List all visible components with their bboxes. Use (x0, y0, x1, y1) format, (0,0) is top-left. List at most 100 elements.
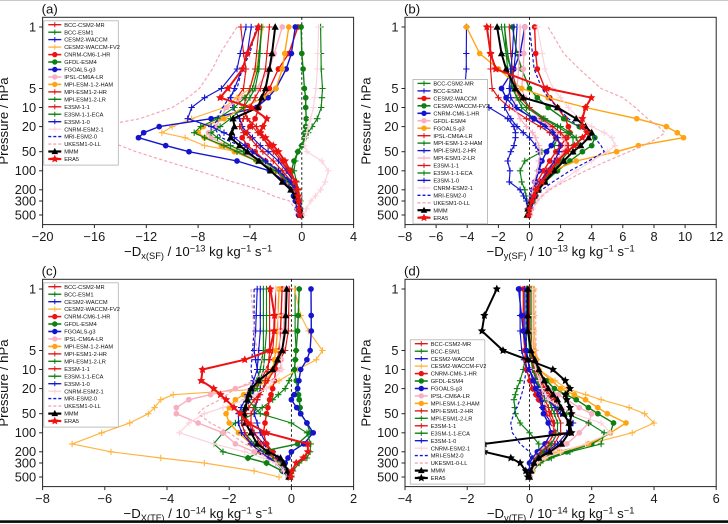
svg-text:E3SM-1-1: E3SM-1-1 (431, 424, 457, 430)
svg-text:Pressure / hPa: Pressure / hPa (359, 339, 374, 427)
svg-text:E3SM-1-1-ECA: E3SM-1-1-ECA (64, 112, 103, 118)
svg-text:(b): (b) (404, 2, 420, 17)
svg-text:−2: −2 (222, 491, 237, 506)
svg-text:Pressure / hPa: Pressure / hPa (359, 77, 374, 165)
svg-text:IPSL-CM6A-LR: IPSL-CM6A-LR (64, 337, 103, 343)
svg-text:10: 10 (384, 100, 398, 115)
svg-text:300: 300 (377, 193, 398, 208)
svg-text:−20: −20 (32, 229, 54, 244)
svg-text:BCC-ESM1: BCC-ESM1 (64, 292, 93, 298)
svg-text:50: 50 (384, 406, 398, 421)
svg-text:4: 4 (350, 229, 357, 244)
svg-text:200: 200 (15, 444, 36, 459)
svg-text:E3SM-1-1: E3SM-1-1 (433, 164, 459, 170)
svg-text:CESM2-WACCM-FV2: CESM2-WACCM-FV2 (433, 104, 489, 110)
svg-text:500: 500 (15, 207, 36, 222)
svg-text:FGOALS-g3: FGOALS-g3 (64, 68, 95, 74)
svg-text:MPI-ESM1-2-LR: MPI-ESM1-2-LR (64, 97, 106, 103)
svg-text:−8: −8 (35, 491, 50, 506)
svg-text:300: 300 (377, 455, 398, 470)
svg-text:500: 500 (377, 207, 398, 222)
svg-text:−4: −4 (160, 491, 175, 506)
svg-text:1: 1 (29, 281, 36, 296)
svg-text:−Dy(TF) / 10−14 kg kg−1 s−1: −Dy(TF) / 10−14 kg kg−1 s−1 (487, 506, 635, 523)
svg-text:MMM: MMM (431, 469, 445, 475)
svg-text:50: 50 (384, 144, 398, 159)
svg-text:10: 10 (22, 100, 36, 115)
svg-text:MRI-ESM2-0: MRI-ESM2-0 (431, 454, 464, 460)
svg-text:50: 50 (22, 406, 36, 421)
svg-text:BCC-CSM2-MR: BCC-CSM2-MR (433, 82, 473, 88)
svg-text:E3SM-1-0: E3SM-1-0 (64, 120, 90, 126)
svg-text:20: 20 (384, 381, 398, 396)
svg-text:CNRM-ESM2-1: CNRM-ESM2-1 (64, 389, 104, 395)
svg-text:300: 300 (15, 193, 36, 208)
svg-text:−4: −4 (243, 229, 258, 244)
svg-text:MRI-ESM2-0: MRI-ESM2-0 (64, 397, 97, 403)
svg-text:5: 5 (391, 343, 398, 358)
svg-text:−2: −2 (460, 491, 475, 506)
svg-text:−6: −6 (429, 229, 444, 244)
svg-text:ERA5: ERA5 (433, 216, 448, 222)
svg-text:(a): (a) (42, 2, 58, 17)
svg-text:0: 0 (298, 229, 305, 244)
svg-text:CESM2-WACCM-FV2: CESM2-WACCM-FV2 (431, 364, 487, 370)
svg-text:−4: −4 (398, 491, 413, 506)
svg-text:−6: −6 (98, 491, 113, 506)
svg-text:1: 1 (391, 19, 398, 34)
svg-text:IPSL-CM6A-LR: IPSL-CM6A-LR (431, 394, 470, 400)
svg-text:50: 50 (22, 144, 36, 159)
svg-text:2: 2 (588, 491, 595, 506)
svg-text:300: 300 (15, 455, 36, 470)
svg-text:CESM2-WACCM: CESM2-WACCM (64, 300, 108, 306)
svg-text:FGOALS-g3: FGOALS-g3 (433, 126, 464, 132)
svg-text:6: 6 (713, 491, 720, 506)
svg-text:MPI-ESM-1-2-HAM: MPI-ESM-1-2-HAM (433, 141, 482, 147)
svg-text:4: 4 (588, 229, 595, 244)
svg-text:0: 0 (526, 229, 533, 244)
svg-text:10: 10 (22, 362, 36, 377)
svg-text:200: 200 (377, 444, 398, 459)
svg-text:CNRM-CM6-1-HR: CNRM-CM6-1-HR (64, 315, 110, 321)
svg-text:ERA5: ERA5 (64, 419, 79, 425)
svg-text:MPI-ESM1-2-LR: MPI-ESM1-2-LR (431, 416, 473, 422)
svg-text:−4: −4 (460, 229, 475, 244)
svg-text:(c): (c) (42, 264, 57, 279)
svg-text:CESM2-WACCM: CESM2-WACCM (433, 97, 477, 103)
svg-text:BCC-ESM1: BCC-ESM1 (433, 89, 462, 95)
svg-text:BCC-CSM2-MR: BCC-CSM2-MR (431, 342, 471, 348)
svg-text:UKESM1-0-LL: UKESM1-0-LL (64, 404, 101, 410)
svg-text:100: 100 (377, 425, 398, 440)
svg-text:MPI-ESM1-2-LR: MPI-ESM1-2-LR (433, 156, 475, 162)
svg-text:5: 5 (391, 81, 398, 96)
svg-text:MMM: MMM (64, 150, 78, 156)
svg-text:Pressure / hPa: Pressure / hPa (0, 339, 11, 427)
svg-text:20: 20 (22, 381, 36, 396)
svg-text:GFDL-ESM4: GFDL-ESM4 (64, 322, 97, 328)
svg-text:4: 4 (650, 491, 657, 506)
svg-text:CNRM-ESM2-1: CNRM-ESM2-1 (431, 446, 471, 452)
svg-text:100: 100 (377, 163, 398, 178)
svg-text:−Dy(SF) / 10−13 kg kg−1 s−1: −Dy(SF) / 10−13 kg kg−1 s−1 (487, 244, 635, 261)
svg-text:UKESM1-0-LL: UKESM1-0-LL (431, 461, 468, 467)
svg-text:ERA5: ERA5 (431, 476, 446, 482)
svg-text:E3SM-1-1: E3SM-1-1 (64, 367, 90, 373)
svg-text:BCC-ESM1: BCC-ESM1 (431, 349, 460, 355)
svg-text:E3SM-1-0: E3SM-1-0 (64, 382, 90, 388)
svg-text:CNRM-ESM2-1: CNRM-ESM2-1 (64, 127, 104, 133)
svg-text:ERA5: ERA5 (64, 157, 79, 163)
svg-text:GFDL-ESM4: GFDL-ESM4 (431, 379, 464, 385)
svg-text:2: 2 (557, 229, 564, 244)
svg-text:500: 500 (377, 469, 398, 484)
svg-text:CESM2-WACCM-FV2: CESM2-WACCM-FV2 (64, 307, 120, 313)
svg-text:CNRM-CM6-1-HR: CNRM-CM6-1-HR (431, 372, 477, 378)
svg-text:MPI-ESM-1-2-HAM: MPI-ESM-1-2-HAM (431, 402, 480, 408)
svg-text:BCC-CSM2-MR: BCC-CSM2-MR (64, 285, 104, 291)
svg-text:−8: −8 (398, 229, 413, 244)
svg-text:MPI-ESM-1-2-HAM: MPI-ESM-1-2-HAM (64, 83, 113, 89)
svg-text:1: 1 (29, 19, 36, 34)
svg-text:MPI-ESM1-2-HR: MPI-ESM1-2-HR (64, 90, 107, 96)
svg-text:CNRM-ESM2-1: CNRM-ESM2-1 (433, 186, 473, 192)
svg-text:FGOALS-g3: FGOALS-g3 (64, 330, 95, 336)
svg-text:CESM2-WACCM: CESM2-WACCM (431, 357, 475, 363)
